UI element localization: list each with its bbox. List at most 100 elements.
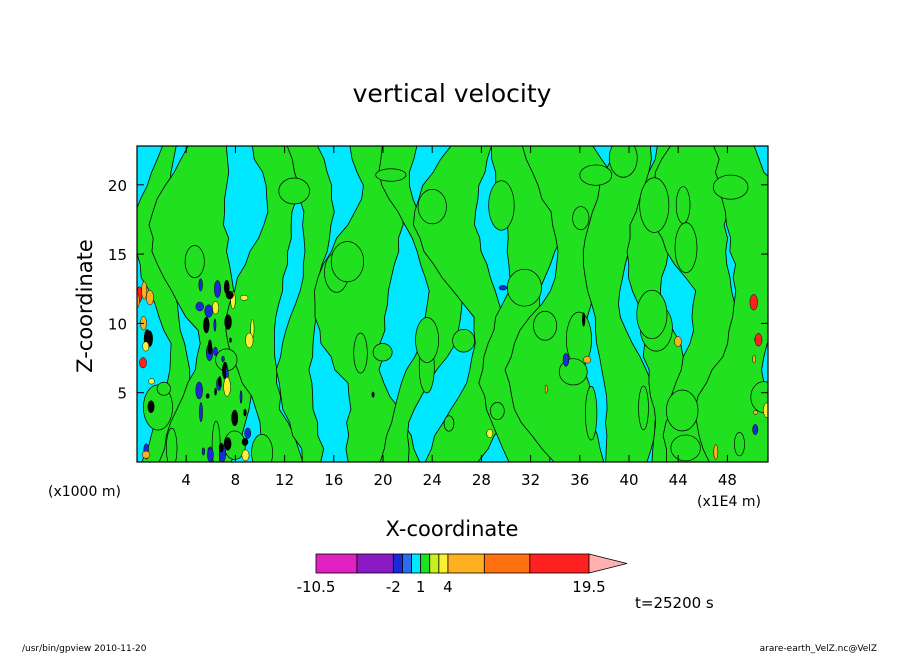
colorbar-labels: -10.5 -2 1 4 19.5 [297,578,606,596]
positive-cell [278,177,310,205]
x-tick-label: 44 [669,471,688,489]
positive-cell [330,241,365,283]
positive-cell [533,310,558,341]
speckle [241,449,250,462]
x-tick-label: 24 [423,471,442,489]
positive-cell [608,146,638,178]
speckle [231,409,239,427]
positive-cell [638,385,649,431]
plot-frame [136,145,769,463]
x-tick-label: 12 [275,471,294,489]
speckle [214,280,221,298]
y-axis-label: Z-coordinate [73,239,97,373]
colorbar-segment [420,553,431,574]
y-tick-label: 10 [108,315,127,333]
positive-band [694,146,768,462]
positive-cell [490,402,505,420]
x-tick-label: 40 [619,471,638,489]
positive-cell [372,343,393,362]
positive-cell [251,433,274,462]
positive-cell [506,268,542,307]
positive-cell [488,180,515,231]
speckle [239,390,243,404]
colorbar-tick-label: 1 [416,578,426,596]
positive-cell [579,164,613,186]
speckle [752,410,759,415]
speckle [223,376,231,397]
speckle [142,341,150,352]
y-axis-ticks: 5 10 15 20 [108,177,768,403]
speckle [243,408,247,417]
colorbar-segment [429,553,440,574]
chart-title: vertical velocity [353,79,552,108]
speckle [763,402,768,418]
speckle [212,301,219,315]
x-tick-label: 16 [324,471,343,489]
positive-cell [712,174,749,200]
speckle [562,353,570,367]
speckle [207,447,214,462]
x-tick-label: 20 [373,471,392,489]
positive-cell [665,389,699,432]
speckle [498,285,508,291]
speckle [544,384,548,394]
colorbar-segment [402,553,412,574]
speckle [213,318,217,332]
speckle [148,378,155,385]
speckle [218,442,224,453]
positive-cell [156,381,171,396]
speckle [225,290,234,300]
positive-cell [670,434,701,462]
positive-band [275,146,335,462]
speckle [749,294,758,311]
speckle [198,278,203,292]
speckle [713,444,719,460]
positive-cell [675,186,691,224]
speckle [204,304,213,318]
speckle [207,339,213,355]
colorbar-segment [529,553,590,574]
colorbar-tick-label: -2 [386,578,401,596]
positive-band [314,146,421,462]
x-axis-label: X-coordinate [386,517,519,541]
speckle [201,447,206,456]
speckle [486,428,494,438]
x-tick-label: 8 [231,471,241,489]
colorbar-tick-label: 4 [443,578,453,596]
x-tick-label: 36 [570,471,589,489]
x-tick-label: 48 [718,471,737,489]
speckle [141,281,148,300]
positive-cell [417,189,447,225]
positive-cell [375,168,407,182]
speckle [218,376,222,388]
colorbar [315,553,628,574]
positive-cell [585,385,598,441]
speckle [221,355,225,363]
y-tick-label: 15 [108,246,127,264]
speckle [224,314,232,330]
speckle [240,294,249,301]
x-tick-label: 4 [181,471,191,489]
colorbar-tick-label: -10.5 [297,578,336,596]
speckle [229,337,232,343]
colorbar-segment [356,553,394,574]
speckle [213,346,218,356]
colorbar-segment [483,553,531,574]
footer-program: /usr/bin/gpview 2010-11-20 [22,644,147,654]
speckle [752,424,759,436]
speckle [583,355,592,364]
x-axis-ticks: 4 8 12 16 20 24 28 32 36 40 44 48 [181,146,737,489]
speckle [146,289,154,306]
colorbar-segment [392,553,403,574]
speckle [754,333,763,347]
speckle [139,357,147,369]
x-unit-left: (x1000 m) [48,484,121,500]
footer-file: arare-earth_VelZ.nc@VelZ [760,644,877,654]
positive-cell [452,328,475,353]
speckle [582,312,586,327]
x-tick-label: 28 [472,471,491,489]
positive-cell [443,415,455,432]
positive-cell [734,432,745,457]
colorbar-tick-label: 19.5 [572,578,605,596]
